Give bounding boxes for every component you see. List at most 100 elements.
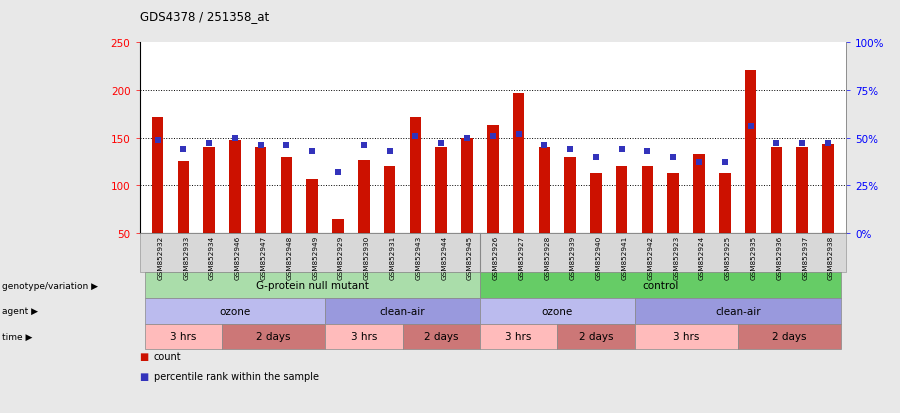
Text: 2 days: 2 days [424,332,458,342]
Bar [281,157,292,233]
Text: time ▶: time ▶ [2,332,32,341]
Text: GSM852939: GSM852939 [570,235,576,280]
Point [254,142,268,149]
Bar [564,157,576,233]
Point [150,137,165,144]
Text: ■: ■ [140,371,148,381]
Bar [152,117,164,233]
Text: GSM852933: GSM852933 [184,235,189,280]
Text: GSM852932: GSM852932 [158,235,164,280]
Text: GSM852945: GSM852945 [467,235,473,280]
Text: GSM852944: GSM852944 [441,235,447,280]
Point [615,147,629,153]
Text: GSM852942: GSM852942 [647,235,653,280]
Point [589,154,603,161]
Text: GSM852941: GSM852941 [622,235,627,280]
Point [279,142,293,149]
Bar [616,167,627,233]
Text: GSM852948: GSM852948 [286,235,292,280]
Text: percentile rank within the sample: percentile rank within the sample [154,371,319,381]
Text: ozone: ozone [542,306,572,316]
Text: GSM852925: GSM852925 [724,235,731,280]
Bar [461,138,472,233]
Text: genotype/variation ▶: genotype/variation ▶ [2,281,98,290]
Point [743,123,758,130]
Point [202,141,216,147]
Bar [668,173,679,233]
Bar [487,126,499,233]
Bar [770,148,782,233]
Point [382,148,397,155]
Text: 3 hrs: 3 hrs [351,332,377,342]
Text: agent ▶: agent ▶ [2,306,38,316]
Bar [410,117,421,233]
Bar [590,173,602,233]
Point [537,142,552,149]
Text: GDS4378 / 251358_at: GDS4378 / 251358_at [140,10,269,23]
Point [640,148,654,155]
Point [562,147,577,153]
Bar [719,173,731,233]
Text: GSM852935: GSM852935 [751,235,757,280]
Text: GSM852929: GSM852929 [338,235,344,280]
Point [434,141,448,147]
Text: 2 days: 2 days [772,332,806,342]
Text: GSM852930: GSM852930 [364,235,370,280]
Text: GSM852943: GSM852943 [416,235,421,280]
Text: GSM852927: GSM852927 [518,235,525,280]
Text: GSM852926: GSM852926 [493,235,499,280]
Text: GSM852940: GSM852940 [596,235,602,280]
Text: ■ count: ■ count [0,412,1,413]
Text: ozone: ozone [220,306,250,316]
Bar [822,145,833,233]
Text: GSM852924: GSM852924 [699,235,705,280]
Text: clean-air: clean-air [380,306,426,316]
Point [770,141,784,147]
Text: 3 hrs: 3 hrs [170,332,196,342]
Point [486,133,500,140]
Text: GSM852936: GSM852936 [777,235,782,280]
Bar [642,167,653,233]
Point [228,135,242,142]
Text: GSM852928: GSM852928 [544,235,550,280]
Text: GSM852923: GSM852923 [673,235,680,280]
Bar [383,167,395,233]
Bar [796,148,808,233]
Text: GSM852949: GSM852949 [312,235,319,280]
Bar [332,219,344,233]
Text: 3 hrs: 3 hrs [673,332,699,342]
Point [511,131,526,138]
Text: GSM852934: GSM852934 [209,235,215,280]
Text: 3 hrs: 3 hrs [505,332,532,342]
Text: GSM852947: GSM852947 [261,235,266,280]
Text: count: count [154,351,182,361]
Text: 2 days: 2 days [579,332,613,342]
Bar [255,148,266,233]
Bar [177,162,189,233]
Text: 2 days: 2 days [256,332,291,342]
Bar [745,71,756,233]
Point [821,141,835,147]
Bar [307,179,318,233]
Text: GSM852931: GSM852931 [390,235,396,280]
Bar [513,94,525,233]
Text: G-protein null mutant: G-protein null mutant [256,280,369,290]
Bar [693,154,705,233]
Text: GSM852937: GSM852937 [802,235,808,280]
Point [666,154,680,161]
Text: clean-air: clean-air [715,306,760,316]
Bar [203,148,215,233]
Point [795,141,809,147]
Point [356,142,371,149]
Bar [436,148,447,233]
Text: control: control [643,280,679,290]
Point [717,160,732,166]
Bar [538,148,550,233]
Point [460,135,474,142]
Bar [358,160,370,233]
Point [409,133,423,140]
Bar [230,140,240,233]
Point [305,148,320,155]
Point [331,169,346,176]
Text: ■: ■ [140,351,148,361]
